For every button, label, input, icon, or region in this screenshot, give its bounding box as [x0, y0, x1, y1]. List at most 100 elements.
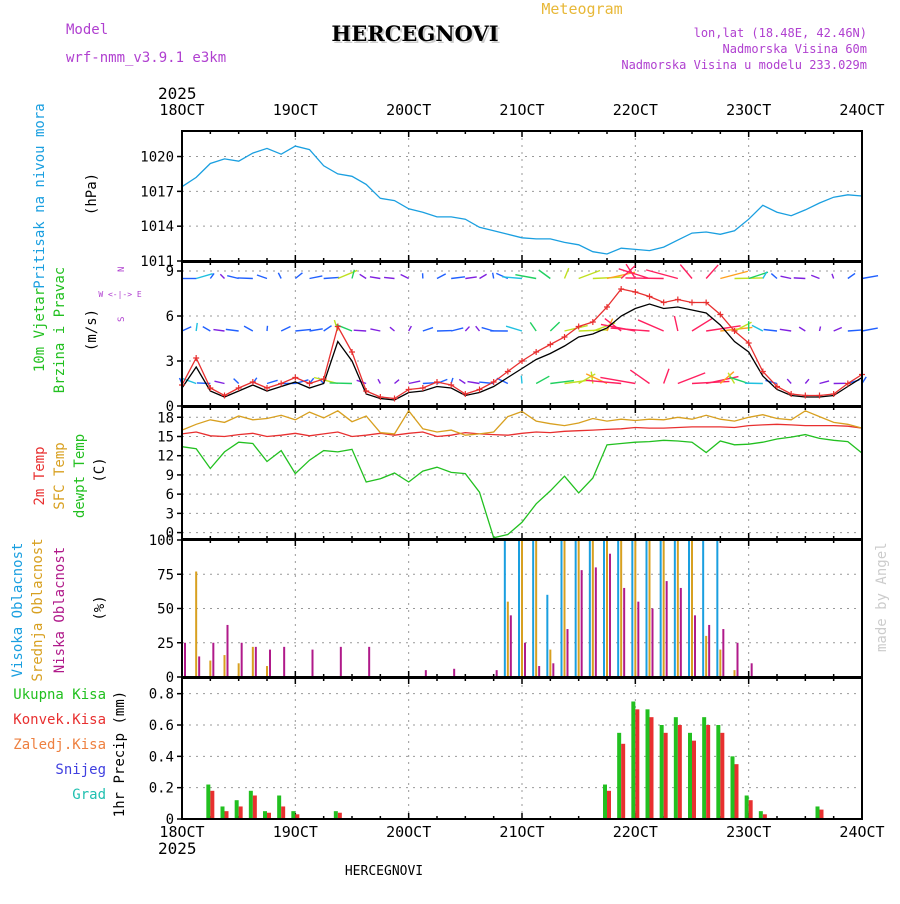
y-tick-label: 100	[149, 533, 174, 549]
x-tick-label-top: 20OCT	[386, 101, 431, 119]
wind-barb	[476, 326, 480, 331]
x-tick-label-top: 24OCT	[839, 101, 884, 119]
bar-srednja	[209, 661, 211, 677]
wind-barb	[799, 327, 805, 331]
wind-barb	[227, 276, 238, 279]
bar-konvek	[650, 717, 654, 819]
bar-konvek	[692, 741, 696, 819]
wind-barb	[281, 327, 290, 331]
wind-barb	[678, 373, 705, 384]
bar-visoka	[702, 540, 704, 677]
bar-konvek	[664, 733, 668, 819]
bar-ukupna	[674, 717, 678, 819]
temp-ylabel-2: SFC Temp	[52, 442, 68, 509]
bar-visoka	[603, 540, 605, 677]
wind-barb	[324, 326, 332, 331]
wind-barb	[493, 273, 494, 279]
bar-srednja	[663, 540, 665, 677]
y-tick-label: 9	[166, 468, 174, 484]
wind-barb	[752, 325, 763, 331]
wind-barb	[692, 319, 712, 331]
bar-srednja	[521, 540, 523, 677]
year-bottom: 2025	[158, 839, 197, 858]
bar-srednja	[549, 650, 551, 677]
bar-visoka	[589, 540, 591, 677]
wind-barb	[213, 330, 224, 331]
bar-niska	[538, 666, 540, 677]
wind-barb	[295, 329, 311, 331]
model-name: wrf-nmm_v3.9.1 e3km	[66, 50, 226, 66]
wind-barb	[780, 329, 791, 331]
wind-barb	[370, 277, 380, 279]
bar-visoka	[716, 540, 718, 677]
bar-niska	[184, 643, 186, 677]
wind-barb	[764, 330, 777, 331]
bar-niska	[737, 643, 739, 677]
bar-visoka	[561, 540, 563, 677]
bar-niska	[524, 643, 526, 677]
wind-barb	[781, 276, 792, 278]
y-tick-label: 12	[157, 449, 174, 465]
wind-barb	[848, 273, 855, 278]
wind-barb	[565, 268, 569, 278]
bar-niska	[510, 615, 512, 677]
gust-point	[661, 300, 667, 306]
wind-barb	[378, 379, 380, 383]
wind-barb	[330, 383, 352, 384]
bar-konvek	[253, 796, 257, 820]
compass-north: N	[117, 267, 127, 272]
wind-barb	[787, 379, 791, 383]
bar-niska	[567, 629, 569, 677]
bar-visoka	[674, 540, 676, 677]
pressure-units: (hPa)	[84, 173, 100, 215]
bar-niska	[269, 650, 271, 677]
bar-srednja	[564, 540, 566, 677]
bar-niska	[227, 625, 229, 677]
bar-niska	[595, 567, 597, 677]
wind-barb	[310, 329, 323, 331]
temp-ylabel-3: dewpt Temp	[72, 434, 88, 518]
y-tick-label: 1014	[140, 219, 174, 235]
bar-konvek	[678, 725, 682, 819]
bar-niska	[368, 647, 370, 677]
bar-niska	[453, 669, 455, 677]
wind-barb	[530, 322, 536, 331]
bar-ukupna	[617, 733, 621, 819]
bar-konvek	[749, 800, 753, 819]
wind-barb	[502, 277, 522, 279]
gust-point	[434, 379, 440, 385]
bar-konvek	[239, 806, 243, 819]
wind-barb	[196, 323, 197, 331]
wind-barb	[638, 320, 664, 331]
gust-point	[547, 342, 553, 348]
wind-barb	[370, 329, 380, 331]
wind-barb	[706, 265, 718, 279]
wind-barb	[465, 277, 476, 279]
wind-barb	[771, 274, 777, 279]
gust-point	[647, 294, 653, 300]
model-altitude-label: Nadmorska Visina u modelu 233.029m	[621, 58, 867, 72]
bar-konvek	[720, 733, 724, 819]
gust-point	[462, 391, 468, 397]
y-tick-label: 0.6	[149, 718, 174, 734]
bar-niska	[680, 588, 682, 677]
wind-barb	[395, 380, 400, 384]
bar-srednja	[195, 572, 197, 677]
bar-niska	[198, 656, 200, 677]
wind-barb	[625, 278, 663, 279]
bar-niska	[666, 581, 668, 677]
bar-ukupna	[688, 733, 692, 819]
bar-konvek	[281, 806, 285, 819]
bar-ukupna	[235, 800, 239, 819]
temp-ylabel-1: 2m Temp	[32, 446, 48, 505]
bar-niska	[255, 647, 257, 677]
gust-point	[632, 289, 638, 295]
bar-visoka	[575, 540, 577, 677]
bar-niska	[552, 663, 554, 677]
bar-ukupna	[702, 717, 706, 819]
plot-area: 18OCT18OCT19OCT19OCT20OCT20OCT21OCT21OCT…	[140, 101, 884, 841]
bar-konvek	[621, 744, 625, 819]
